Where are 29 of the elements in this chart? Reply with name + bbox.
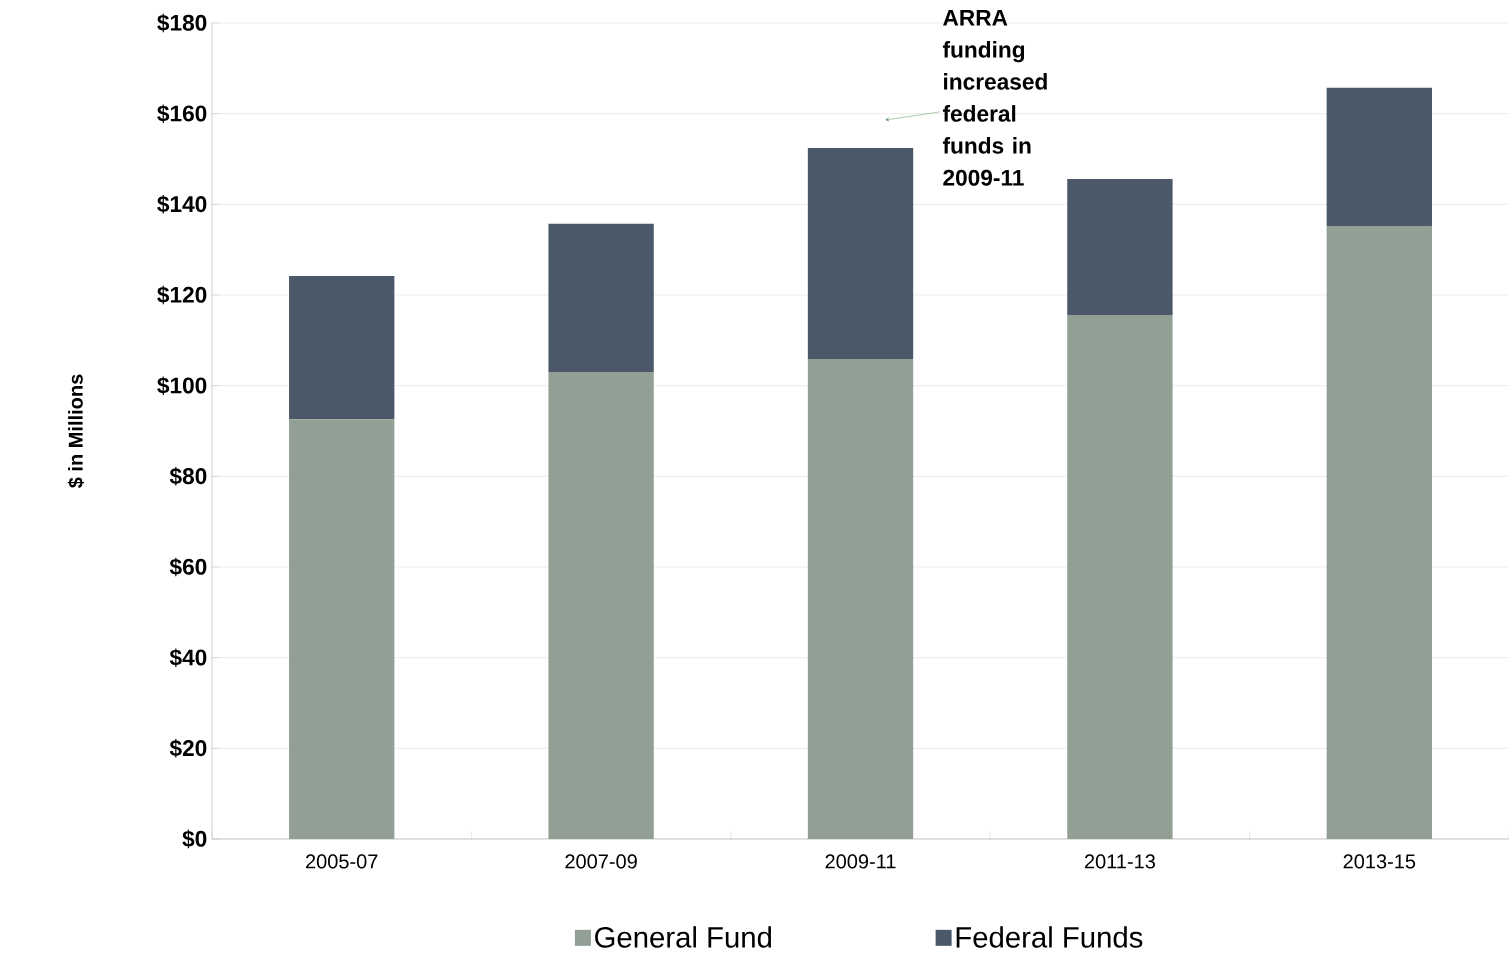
bar [289,419,395,839]
x-tick-label: 2013-15 [1343,854,1416,869]
x-tick-label: 2005-07 [306,854,378,869]
x-tick-label: 2009-11 [825,854,896,869]
y-tick-label: $60 [169,557,207,577]
x-tick-label: 2007-09 [565,854,637,869]
legend-label: Federal Funds [956,926,1143,948]
legend-label: General Fund [595,926,772,948]
annotation: ARRA funding increased federal funds in 2009-11 [942,9,1047,186]
y-tick-label: $160 [157,104,207,123]
bar [1326,87,1432,227]
y-tick-label: $100 [157,376,207,395]
bar [548,372,654,839]
bar [1067,314,1173,839]
y-tick-label: $180 [157,13,207,33]
y-tick-label: $0 [182,829,207,849]
bar [1067,178,1173,315]
bar [548,223,654,373]
bar [1326,226,1432,839]
y-tick-label: $20 [169,739,207,758]
y-axis-title: $ in Millions [67,374,85,488]
y-tick-label: $40 [169,648,207,667]
bar [807,358,914,839]
bar [289,275,395,420]
y-tick-label: $140 [157,195,207,214]
y-tick-label: $80 [169,467,207,486]
bar [807,148,914,359]
y-tick-label: $120 [157,285,207,305]
x-tick-label: 2011-13 [1084,854,1155,869]
